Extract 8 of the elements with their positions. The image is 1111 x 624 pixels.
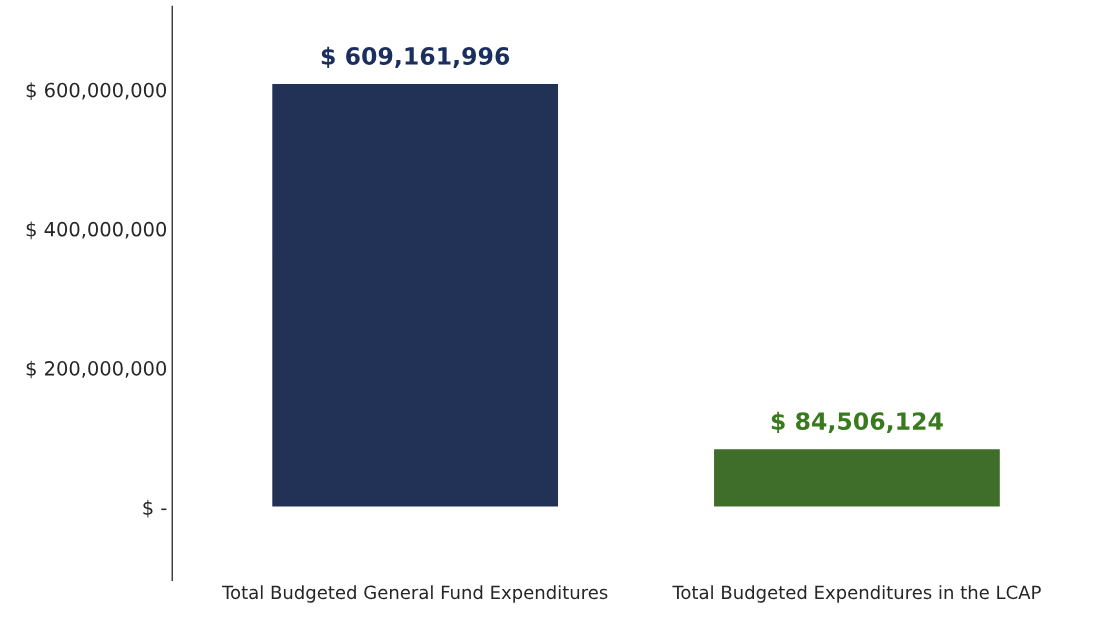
y-tick-label: $ 200,000,000 [26, 360, 167, 379]
y-tick-label: $ 400,000,000 [26, 221, 167, 240]
y-tick-label: $ - [143, 499, 167, 518]
data-label: $ 609,161,996 [321, 46, 510, 69]
x-tick-label: Total Budgeted General Fund Expenditures [222, 585, 608, 603]
x-tick-label: Total Budgeted Expenditures in the LCAP [672, 585, 1041, 603]
data-label: $ 84,506,124 [771, 411, 943, 434]
y-tick-label: $ 600,000,000 [26, 82, 167, 100]
